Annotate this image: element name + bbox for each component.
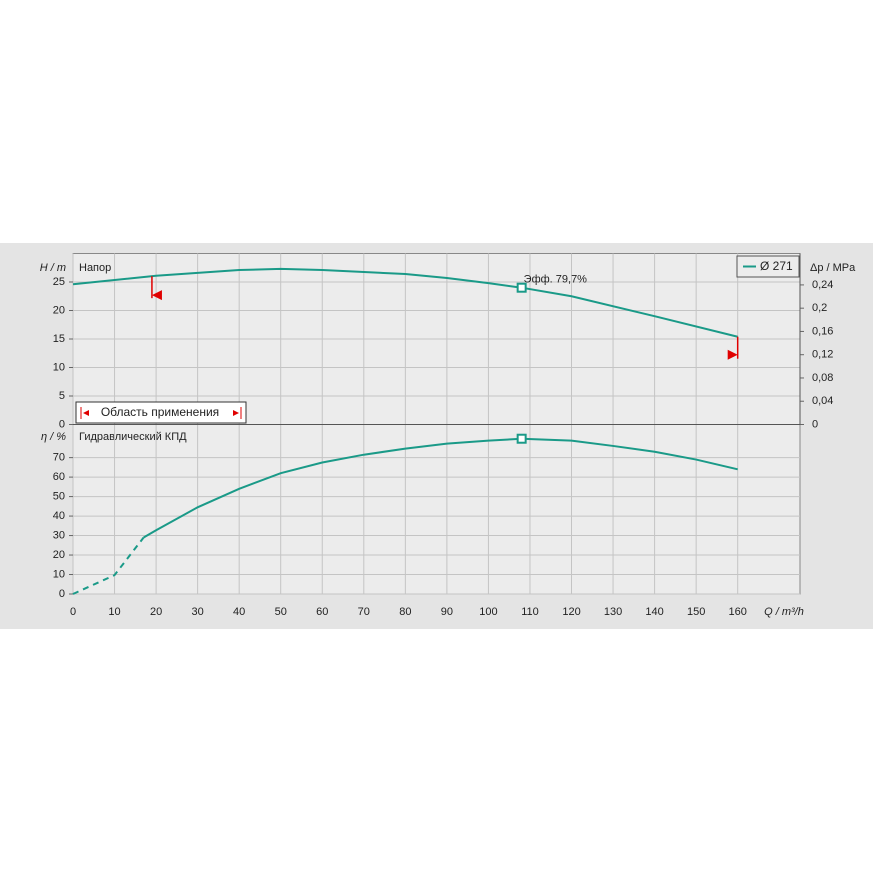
y-tick-label: 25 — [53, 276, 65, 288]
y2-label: Δp / MPa — [810, 262, 856, 274]
eff-title: Гидравлический КПД — [79, 431, 187, 443]
y2-tick-label: 0,12 — [812, 349, 833, 361]
x-tick-label: 40 — [233, 606, 245, 618]
x-tick-label: 70 — [358, 606, 370, 618]
x-tick-label: 90 — [441, 606, 453, 618]
y-label: H / m — [40, 262, 66, 274]
x-label: Q / m³/h — [764, 606, 804, 618]
x-tick-label: 130 — [604, 606, 622, 618]
curve — [143, 437, 738, 539]
y2-tick-label: 0,2 — [812, 302, 827, 314]
plot-area — [72, 253, 801, 595]
y-tick-label: 20 — [53, 549, 65, 561]
x-tick-label: 160 — [729, 606, 747, 618]
y-tick-label: 0 — [59, 418, 65, 430]
x-tick-label: 0 — [70, 606, 76, 618]
x-tick-label: 20 — [150, 606, 162, 618]
y-tick-label: 15 — [53, 333, 65, 345]
y2-tick-label: 0 — [812, 418, 818, 430]
range-arrow — [151, 290, 162, 301]
x-tick-label: 80 — [399, 606, 411, 618]
duty-point — [516, 282, 527, 293]
y-tick-label: 5 — [59, 390, 65, 402]
range-box — [75, 401, 247, 424]
legend-box — [736, 255, 800, 278]
x-tick-label: 140 — [645, 606, 663, 618]
annotation: Эфф. 79,7% — [524, 274, 588, 286]
range-box-arrow — [83, 410, 89, 416]
x-tick-label: 150 — [687, 606, 705, 618]
y-tick-label: 10 — [53, 361, 65, 373]
x-tick-label: 60 — [316, 606, 328, 618]
eff-point — [516, 433, 527, 444]
y-tick-label: 60 — [53, 471, 65, 483]
x-tick-label: 110 — [521, 606, 539, 618]
y-tick-label: 30 — [53, 529, 65, 541]
y-tick-label: 40 — [53, 510, 65, 522]
x-tick-label: 30 — [192, 606, 204, 618]
y-tick-label: 50 — [53, 490, 65, 502]
head-title: Напор — [79, 262, 111, 274]
y-label: η / % — [41, 431, 66, 443]
legend-label: Ø 271 — [760, 259, 793, 273]
y-tick-label: 10 — [53, 568, 65, 580]
y-tick-label: 20 — [53, 304, 65, 316]
x-tick-label: 10 — [108, 606, 120, 618]
x-tick-label: 50 — [275, 606, 287, 618]
y-tick-label: 70 — [53, 452, 65, 464]
y-tick-label: 0 — [59, 588, 65, 600]
y2-tick-label: 0,16 — [812, 325, 833, 337]
x-tick-label: 100 — [479, 606, 497, 618]
curve — [72, 267, 738, 338]
y2-tick-label: 0,04 — [812, 395, 833, 407]
range-box-arrow — [233, 410, 239, 416]
range-arrow — [727, 349, 738, 360]
curve — [72, 536, 145, 595]
y2-tick-label: 0,24 — [812, 279, 833, 291]
x-tick-label: 120 — [562, 606, 580, 618]
y2-tick-label: 0,08 — [812, 372, 833, 384]
range-label: Область применения — [101, 405, 219, 419]
